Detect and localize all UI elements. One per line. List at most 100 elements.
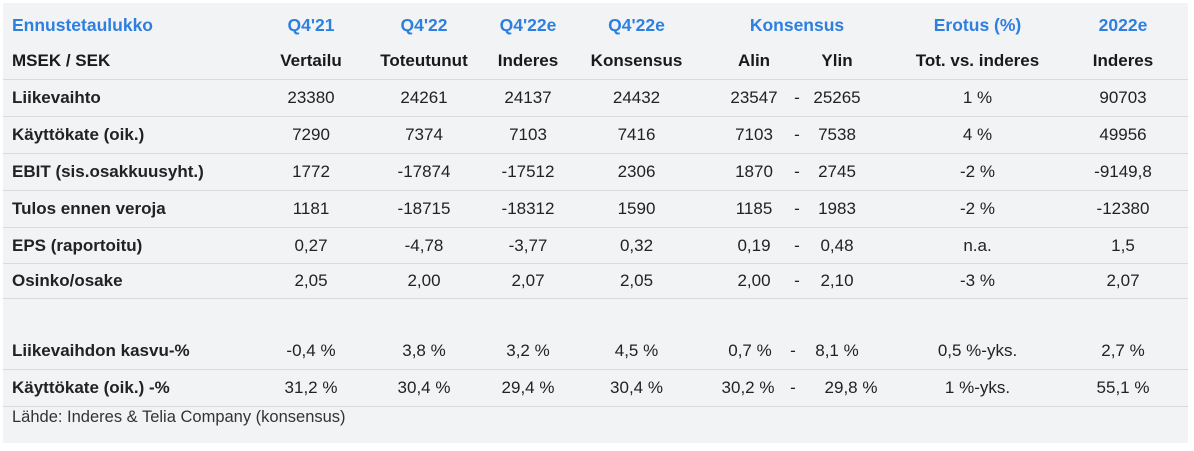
cell-low: 2,00 bbox=[737, 271, 771, 290]
col-header-2022e: 2022e bbox=[1098, 15, 1148, 35]
cell-consensus: 24432 bbox=[612, 88, 661, 107]
table-row: Käyttökate (oik.) -% 31,2 % 30,4 % 29,4 … bbox=[3, 370, 1188, 406]
cell-2022e: -12380 bbox=[1096, 199, 1150, 218]
sub-q421: Vertailu bbox=[280, 51, 342, 70]
cell-q422: 30,4 % bbox=[397, 378, 451, 397]
row-label: Tulos ennen veroja bbox=[12, 199, 166, 218]
sub-2022e: Inderes bbox=[1092, 51, 1154, 70]
cell-q422: -17874 bbox=[397, 162, 451, 181]
table-header-row: Ennustetaulukko Q4'21 Q4'22 Q4'22e Q4'22… bbox=[3, 7, 1188, 43]
cell-diff: 0,5 %-yks. bbox=[937, 341, 1018, 360]
cell-q422: 7374 bbox=[405, 125, 443, 144]
range-dash: - bbox=[790, 341, 796, 360]
cell-diff: 1 % bbox=[962, 88, 993, 107]
cell-q421: -0,4 % bbox=[286, 341, 336, 360]
col-header-difference: Erotus (%) bbox=[933, 15, 1022, 35]
cell-high: 2,10 bbox=[820, 271, 854, 290]
cell-2022e: 49956 bbox=[1099, 125, 1147, 144]
cell-q421: 0,27 bbox=[294, 236, 328, 255]
cell-q422: 2,00 bbox=[407, 271, 441, 290]
cell-low: 23547 bbox=[730, 88, 778, 107]
cell-inderes: 29,4 % bbox=[501, 378, 555, 397]
col-header-q422e-inderes: Q4'22e bbox=[499, 15, 557, 35]
row-label: EPS (raportoitu) bbox=[12, 236, 143, 255]
cell-low: 1870 bbox=[735, 162, 773, 181]
sub-high: Ylin bbox=[821, 51, 853, 70]
divider bbox=[3, 116, 1188, 117]
divider bbox=[3, 406, 1188, 407]
cell-low: 0,19 bbox=[737, 236, 771, 255]
cell-low: 1185 bbox=[735, 199, 773, 218]
range-dash: - bbox=[790, 378, 796, 397]
cell-q422: -4,78 bbox=[404, 236, 444, 255]
sub-low: Alin bbox=[737, 51, 771, 70]
cell-q422: 24261 bbox=[400, 88, 448, 107]
cell-high: 29,8 % bbox=[824, 378, 878, 397]
cell-2022e: 2,7 % bbox=[1101, 341, 1145, 360]
cell-q421: 23380 bbox=[287, 88, 335, 107]
row-label: Käyttökate (oik.) -% bbox=[12, 378, 170, 397]
cell-consensus: 30,4 % bbox=[610, 378, 663, 397]
cell-inderes: -18312 bbox=[501, 199, 555, 218]
cell-consensus: 0,32 bbox=[619, 236, 654, 255]
col-header-consensus: Konsensus bbox=[749, 15, 845, 35]
cell-low: 7103 bbox=[735, 125, 773, 144]
table-title: Ennustetaulukko bbox=[12, 15, 153, 35]
cell-2022e: 90703 bbox=[1099, 88, 1147, 107]
cell-high: 7538 bbox=[818, 125, 856, 144]
cell-inderes: 7103 bbox=[509, 125, 547, 144]
cell-consensus: 2,05 bbox=[619, 271, 654, 290]
row-label: Liikevaihto bbox=[12, 88, 101, 107]
cell-q422: 3,8 % bbox=[402, 341, 446, 360]
cell-diff: 4 % bbox=[962, 125, 993, 144]
cell-consensus: 1590 bbox=[617, 199, 656, 218]
cell-2022e: 55,1 % bbox=[1096, 378, 1150, 397]
source-note: Lähde: Inderes & Telia Company (konsensu… bbox=[12, 408, 346, 426]
cell-high: 2745 bbox=[818, 162, 856, 181]
col-header-q422: Q4'22 bbox=[400, 15, 448, 35]
cell-consensus: 2306 bbox=[617, 162, 656, 181]
cell-low: 0,7 % bbox=[728, 341, 772, 360]
cell-consensus: 4,5 % bbox=[614, 341, 659, 360]
divider bbox=[3, 227, 1188, 228]
range-dash: - bbox=[794, 162, 800, 181]
cell-2022e: -9149,8 bbox=[1094, 162, 1152, 181]
divider bbox=[3, 79, 1188, 80]
cell-consensus: 7416 bbox=[617, 125, 656, 144]
table-row: Liikevaihto 23380 24261 24137 24432 2354… bbox=[3, 80, 1188, 116]
range-dash: - bbox=[794, 236, 800, 255]
table-row: Liikevaihdon kasvu-% -0,4 % 3,8 % 3,2 % … bbox=[3, 333, 1188, 369]
table-row: Tulos ennen veroja 1181 -18715 -18312 15… bbox=[3, 191, 1188, 227]
cell-inderes: -17512 bbox=[501, 162, 555, 181]
sub-q422e-consensus: Konsensus bbox=[590, 51, 683, 70]
cell-q421: 1181 bbox=[292, 199, 330, 218]
divider bbox=[3, 369, 1188, 370]
divider bbox=[3, 263, 1188, 264]
cell-inderes: 24137 bbox=[504, 88, 552, 107]
sub-q422e-inderes: Inderes bbox=[497, 51, 559, 70]
col-header-q422e-consensus: Q4'22e bbox=[608, 15, 665, 35]
table-row: EPS (raportoitu) 0,27 -4,78 -3,77 0,32 0… bbox=[3, 228, 1188, 264]
cell-inderes: -3,77 bbox=[508, 236, 548, 255]
cell-high: 0,48 bbox=[820, 236, 854, 255]
cell-low: 30,2 % bbox=[721, 378, 775, 397]
table-row: EBIT (sis.osakkuusyht.) 1772 -17874 -175… bbox=[3, 154, 1188, 190]
divider bbox=[3, 298, 1188, 299]
sub-q422: Toteutunut bbox=[380, 51, 468, 70]
row-label: EBIT (sis.osakkuusyht.) bbox=[12, 162, 204, 181]
cell-q421: 1772 bbox=[292, 162, 330, 181]
row-label: Liikevaihdon kasvu-% bbox=[12, 341, 190, 360]
row-label: Osinko/osake bbox=[12, 271, 123, 290]
forecast-table: Ennustetaulukko Q4'21 Q4'22 Q4'22e Q4'22… bbox=[3, 3, 1188, 443]
sub-difference: Tot. vs. inderes bbox=[915, 51, 1040, 70]
cell-q421: 31,2 % bbox=[284, 378, 338, 397]
divider bbox=[3, 153, 1188, 154]
range-dash: - bbox=[794, 125, 800, 144]
cell-diff: 1 %-yks. bbox=[944, 378, 1011, 397]
cell-inderes: 3,2 % bbox=[506, 341, 550, 360]
table-row: Käyttökate (oik.) 7290 7374 7103 7416 71… bbox=[3, 117, 1188, 153]
cell-2022e: 2,07 bbox=[1106, 271, 1140, 290]
table-row: Osinko/osake 2,05 2,00 2,07 2,05 2,00 - … bbox=[3, 263, 1188, 299]
range-dash: - bbox=[794, 88, 800, 107]
divider bbox=[3, 190, 1188, 191]
